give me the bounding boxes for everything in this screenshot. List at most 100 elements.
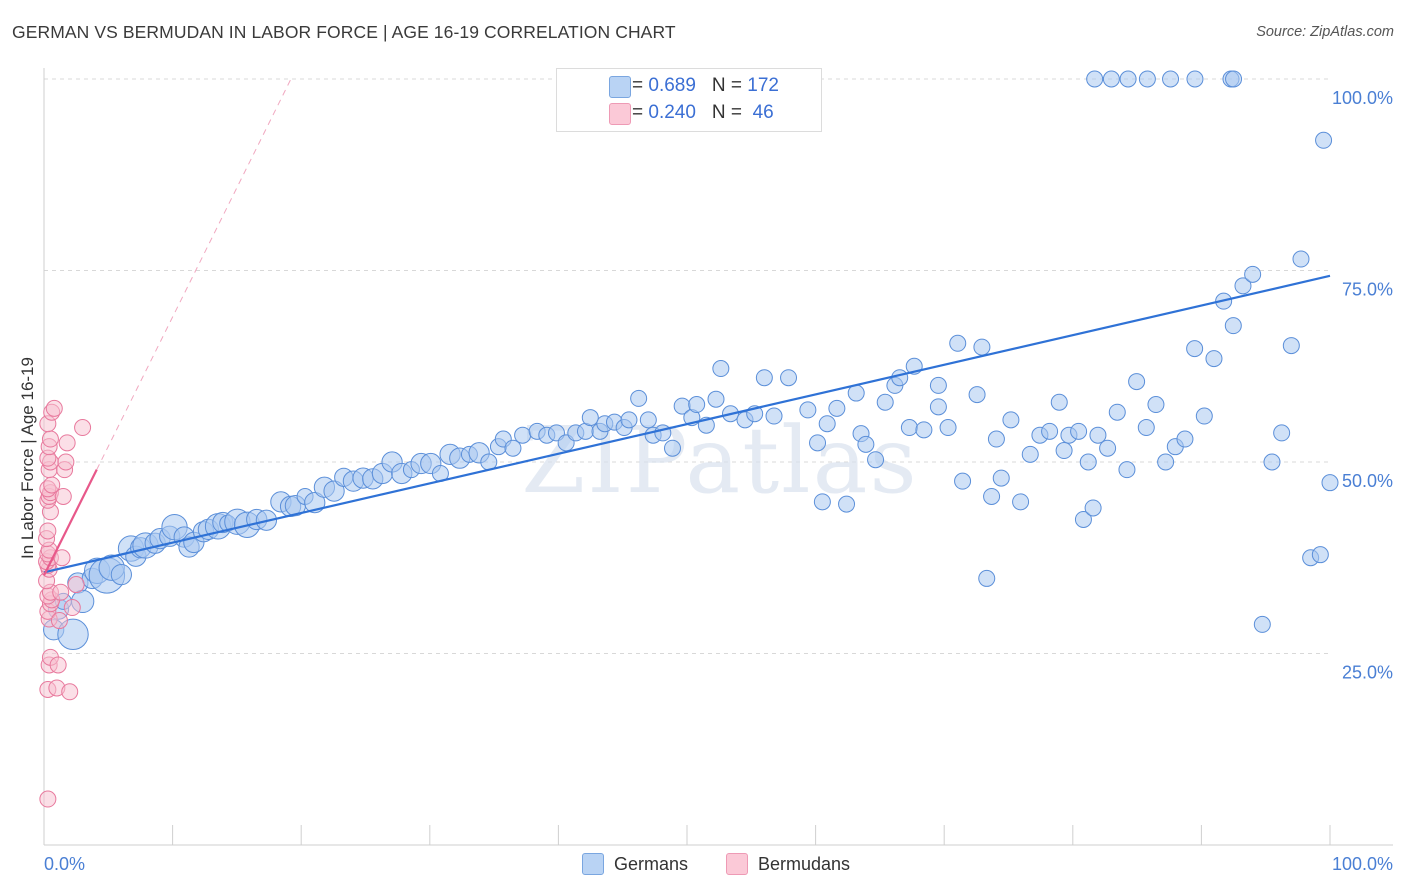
bermudan-point (39, 522, 57, 540)
bermudans-n-label: N = (711, 102, 748, 123)
german-point (1205, 350, 1223, 368)
y-tick-label: 75.0% (1342, 280, 1393, 300)
german-point (755, 369, 773, 387)
german-point (630, 389, 648, 407)
german-point (688, 396, 706, 414)
bermudan-point (50, 612, 68, 630)
german-point (813, 493, 831, 511)
x-tick-label: 0.0% (44, 854, 85, 874)
bermudan-point (61, 683, 79, 701)
germans-n-label: N = (711, 75, 748, 96)
german-point (1086, 70, 1104, 88)
german-point (949, 334, 967, 352)
y-axis-label: In Labor Force | Age 16-19 (18, 357, 37, 559)
german-point (1273, 424, 1291, 442)
bottom-bermudans-swatch (726, 853, 748, 875)
german-point (1147, 396, 1165, 414)
y-tick-label: 25.0% (1342, 663, 1393, 683)
german-point (765, 407, 783, 425)
german-point (891, 369, 909, 387)
bermudan-trendline (43, 469, 98, 576)
y-tick-label: 100.0% (1332, 88, 1393, 108)
bermudans-n-value: 46 (747, 102, 774, 123)
watermark: ZIPatlas (521, 407, 918, 514)
german-point (1128, 373, 1146, 391)
bermudan-point (67, 576, 85, 594)
german-point (968, 386, 986, 404)
tick-labels: 100.0% 75.0% 50.0% 25.0% 0.0% 100.0% (44, 88, 1393, 874)
german-point (1195, 407, 1213, 425)
german-point (1186, 70, 1204, 88)
bottom-legend-germans: Germans (582, 852, 688, 876)
german-point (1070, 422, 1088, 440)
german-point (818, 415, 836, 433)
bottom-bermudans-label: Bermudans (758, 853, 851, 874)
germans-n-value: 172 (747, 75, 779, 96)
stats-legend: R = 0.689 N = 172 R = 0.240 N = 46 (556, 68, 822, 132)
german-point (1084, 499, 1102, 517)
german-point (954, 472, 972, 490)
german-point (1074, 510, 1092, 528)
german-point (939, 419, 957, 437)
german-point (828, 399, 846, 417)
bermudan-trend-extension (96, 78, 292, 470)
german-point (1102, 70, 1120, 88)
german-point (838, 495, 856, 513)
german-point (110, 563, 132, 586)
german-point (514, 426, 532, 444)
bermudan-point (49, 656, 67, 674)
bermudan-point (41, 430, 59, 448)
german-point (712, 360, 730, 378)
bermudan-point (57, 453, 75, 471)
german-point (1311, 546, 1329, 564)
german-point (809, 434, 827, 452)
german-point (1282, 337, 1300, 355)
german-point (900, 419, 918, 437)
german-point (867, 451, 885, 469)
german-point (1079, 453, 1097, 471)
german-point (780, 369, 798, 387)
german-point (1099, 439, 1117, 457)
german-points (43, 70, 1339, 651)
german-point (1002, 411, 1020, 429)
german-point (876, 393, 894, 411)
german-point (1186, 340, 1204, 358)
bottom-germans-label: Germans (614, 853, 689, 874)
german-point (581, 409, 599, 427)
german-point (983, 487, 1001, 505)
german-point (1021, 445, 1039, 463)
german-trendline (43, 274, 1331, 574)
bermudans-swatch (609, 103, 631, 125)
german-point (1292, 250, 1310, 268)
bermudan-point (54, 487, 72, 505)
german-point (1315, 131, 1333, 149)
trend-lines (43, 274, 1331, 576)
german-point (1108, 403, 1126, 421)
german-point (1234, 277, 1252, 295)
german-point (929, 398, 947, 416)
german-point (1176, 430, 1194, 448)
german-point (1244, 265, 1262, 283)
chart-title: GERMAN VS BERMUDAN IN LABOR FORCE | AGE … (12, 22, 676, 42)
bermudan-point (52, 583, 70, 601)
bermudans-r-value: 0.240 (648, 102, 696, 123)
german-point (1162, 70, 1180, 88)
german-point (323, 480, 345, 502)
german-point (1050, 393, 1068, 411)
german-point (1119, 70, 1137, 88)
german-point (1089, 426, 1107, 444)
german-point (504, 439, 522, 457)
german-point (707, 390, 725, 408)
legend-row-bermudans: R = 0.240 N = 46 (583, 100, 774, 126)
german-point (1157, 453, 1175, 471)
bermudan-point (58, 434, 76, 452)
bermudan-point (45, 399, 63, 417)
german-point (1321, 474, 1339, 492)
german-point (1041, 422, 1059, 440)
german-point (987, 430, 1005, 448)
german-point (620, 411, 638, 429)
bermudan-trend-dashed (96, 78, 292, 470)
y-tick-label: 50.0% (1342, 471, 1393, 491)
german-point (1137, 419, 1155, 437)
